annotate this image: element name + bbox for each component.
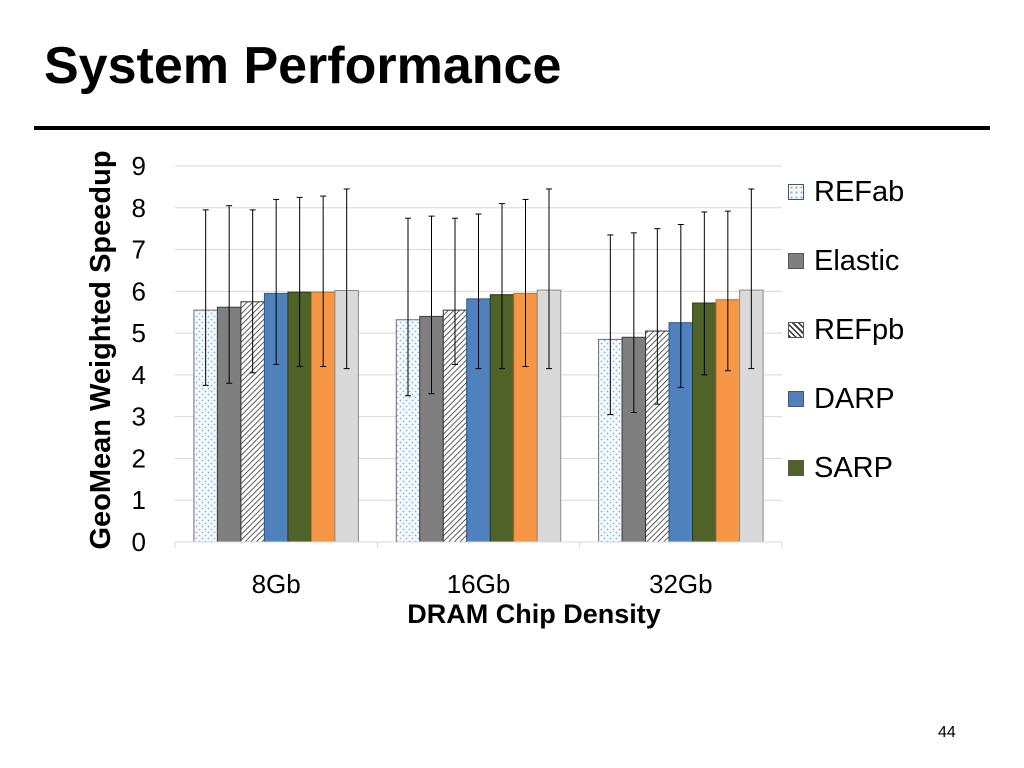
y-tick-label: 4: [132, 360, 146, 390]
y-tick-label: 0: [132, 527, 146, 557]
y-tick-label: 9: [132, 151, 146, 181]
title-divider: [34, 126, 990, 130]
bars: [193, 289, 764, 543]
axes: 0 1 2 3 4 5 6 7 8 9 8Gb 16Gb 32Gb: [132, 151, 783, 599]
error-bars: [202, 188, 755, 416]
legend-label: REFpb: [814, 314, 905, 346]
legend-swatch: [788, 184, 804, 200]
x-tick-label: 32Gb: [649, 569, 713, 599]
x-tick-label: 16Gb: [447, 569, 511, 599]
legend-swatch: [788, 322, 804, 338]
slide-title: System Performance: [44, 37, 562, 95]
y-tick-label: 7: [132, 235, 146, 265]
x-tick-label: 8Gb: [252, 569, 301, 599]
legend-label: SARP: [814, 452, 893, 484]
legend-label: REFab: [814, 176, 905, 208]
legend-swatch: [788, 460, 804, 476]
y-tick-label: 3: [132, 402, 146, 432]
x-axis-label: DRAM Chip Density: [407, 599, 661, 629]
legend-swatch: [788, 391, 804, 407]
y-tick-label: 5: [132, 318, 146, 348]
legend-label: DARP: [814, 383, 895, 415]
y-tick-label: 8: [132, 193, 146, 223]
legend-swatch: [788, 253, 804, 269]
y-tick-label: 6: [132, 276, 146, 306]
page-number: 44: [938, 724, 956, 741]
legend-label: Elastic: [814, 245, 900, 277]
y-tick-label: 2: [132, 443, 146, 473]
y-tick-label: 1: [132, 485, 146, 515]
y-axis-label: GeoMean Weighted Speedup: [85, 150, 117, 549]
